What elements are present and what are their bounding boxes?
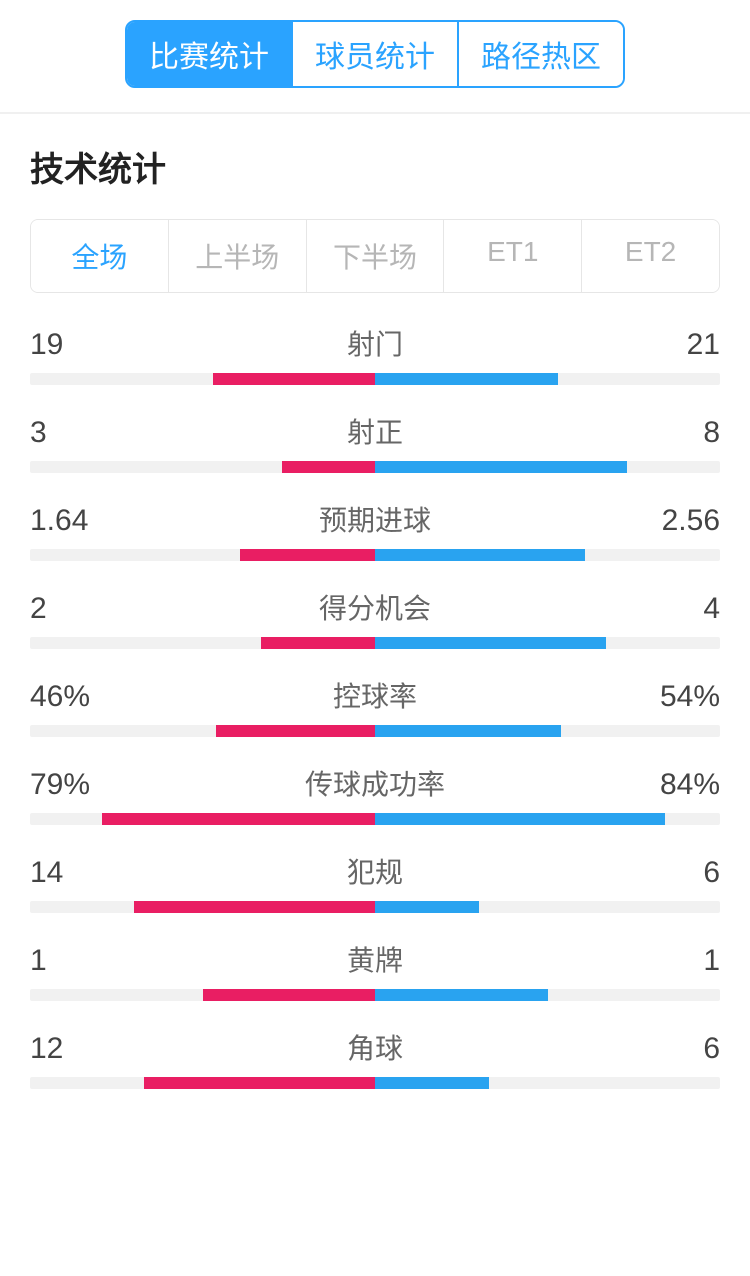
stat-right-value: 2.56 — [640, 504, 720, 538]
stat-bar — [30, 637, 720, 649]
stat-row: 46%控球率54% — [30, 675, 720, 737]
stat-name: 得分机会 — [110, 587, 640, 627]
stat-bar — [30, 1077, 720, 1089]
stat-row: 1.64预期进球2.56 — [30, 499, 720, 561]
stat-bar — [30, 725, 720, 737]
stat-right-value: 8 — [640, 416, 720, 450]
stat-left-value: 14 — [30, 856, 110, 890]
stat-bar-left-fill — [213, 373, 375, 385]
top-tabs-container: 比赛统计球员统计路径热区 — [0, 0, 750, 114]
stat-left-value: 1.64 — [30, 504, 110, 538]
period-tabs: 全场上半场下半场ET1ET2 — [30, 219, 720, 293]
stat-left-value: 2 — [30, 592, 110, 626]
stat-bar-right-fill — [375, 813, 665, 825]
segmented-control: 比赛统计球员统计路径热区 — [125, 20, 625, 88]
stat-bar — [30, 373, 720, 385]
stat-bar-right-fill — [375, 549, 585, 561]
period-tab-0[interactable]: 全场 — [31, 220, 169, 292]
stat-bar — [30, 901, 720, 913]
stat-bar-right-fill — [375, 1077, 489, 1089]
stat-name: 控球率 — [110, 675, 640, 715]
stat-bar-left-fill — [216, 725, 375, 737]
stat-right-value: 84% — [640, 768, 720, 802]
stat-bar — [30, 549, 720, 561]
stat-row: 1黄牌1 — [30, 939, 720, 1001]
stat-row: 14犯规6 — [30, 851, 720, 913]
stat-bar — [30, 813, 720, 825]
stat-bar-right-fill — [375, 725, 561, 737]
period-tab-4[interactable]: ET2 — [582, 220, 719, 292]
stats-list: 19射门213射正81.64预期进球2.562得分机会446%控球率54%79%… — [30, 323, 720, 1089]
stat-bar — [30, 461, 720, 473]
stat-left-value: 79% — [30, 768, 110, 802]
stat-bar-right-fill — [375, 373, 558, 385]
stat-row: 12角球6 — [30, 1027, 720, 1089]
stat-bar-left-fill — [102, 813, 375, 825]
stat-name: 黄牌 — [110, 939, 640, 979]
stat-bar-right-fill — [375, 637, 606, 649]
stat-left-value: 19 — [30, 328, 110, 362]
stat-bar-left-fill — [240, 549, 375, 561]
stat-left-value: 3 — [30, 416, 110, 450]
stat-name: 角球 — [110, 1027, 640, 1067]
stat-row: 79%传球成功率84% — [30, 763, 720, 825]
stat-name: 预期进球 — [110, 499, 640, 539]
stat-left-value: 1 — [30, 944, 110, 978]
stat-right-value: 1 — [640, 944, 720, 978]
stat-left-value: 12 — [30, 1032, 110, 1066]
stat-left-value: 46% — [30, 680, 110, 714]
stat-bar-right-fill — [375, 901, 479, 913]
stat-name: 射正 — [110, 411, 640, 451]
stat-row: 3射正8 — [30, 411, 720, 473]
stat-right-value: 4 — [640, 592, 720, 626]
stat-bar-left-fill — [134, 901, 376, 913]
stat-row: 2得分机会4 — [30, 587, 720, 649]
period-tab-1[interactable]: 上半场 — [169, 220, 307, 292]
stat-bar-left-fill — [203, 989, 376, 1001]
stat-row: 19射门21 — [30, 323, 720, 385]
top-tab-2[interactable]: 路径热区 — [459, 22, 623, 86]
top-tab-1[interactable]: 球员统计 — [293, 22, 459, 86]
section-title: 技术统计 — [30, 142, 720, 191]
stat-right-value: 6 — [640, 1032, 720, 1066]
top-tab-0[interactable]: 比赛统计 — [127, 22, 293, 86]
stat-bar-right-fill — [375, 461, 627, 473]
stat-right-value: 21 — [640, 328, 720, 362]
stat-bar — [30, 989, 720, 1001]
period-tab-3[interactable]: ET1 — [444, 220, 582, 292]
stat-name: 传球成功率 — [110, 763, 640, 803]
stat-bar-left-fill — [144, 1077, 375, 1089]
period-tab-2[interactable]: 下半场 — [307, 220, 445, 292]
stat-right-value: 54% — [640, 680, 720, 714]
stat-bar-right-fill — [375, 989, 548, 1001]
stat-bar-left-fill — [282, 461, 375, 473]
stat-bar-left-fill — [261, 637, 375, 649]
stat-name: 犯规 — [110, 851, 640, 891]
stat-name: 射门 — [110, 323, 640, 363]
stat-right-value: 6 — [640, 856, 720, 890]
